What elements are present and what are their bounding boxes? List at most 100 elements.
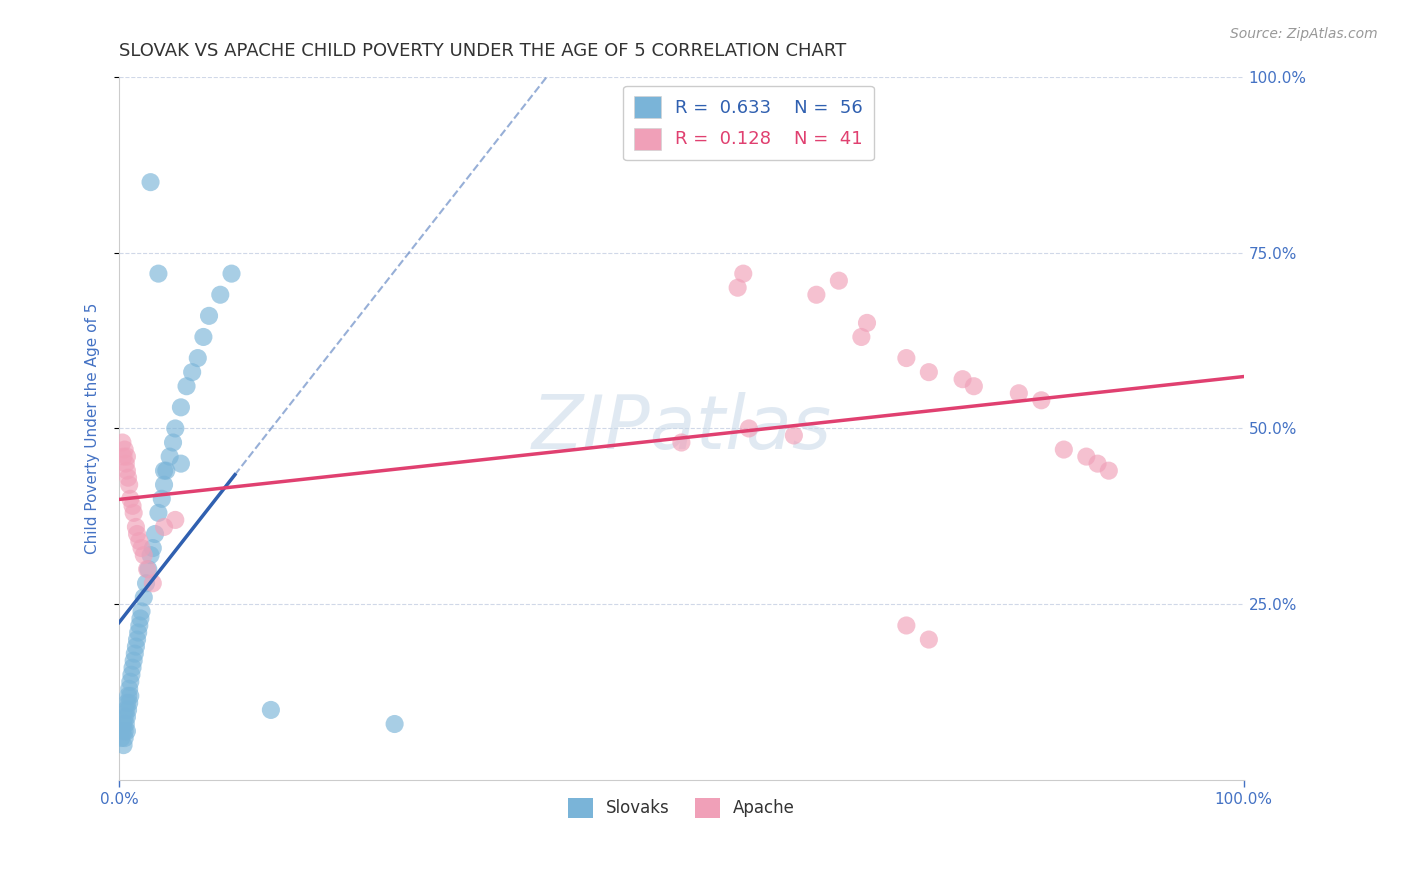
- Point: [114, 457, 136, 471]
- Point: [1031, 393, 1053, 408]
- Text: ZIPatlas: ZIPatlas: [531, 392, 831, 465]
- Point: [783, 428, 806, 442]
- Point: [142, 576, 165, 591]
- Point: [221, 267, 243, 281]
- Point: [112, 450, 135, 464]
- Point: [122, 654, 145, 668]
- Point: [120, 667, 142, 681]
- Point: [115, 696, 138, 710]
- Point: [153, 520, 176, 534]
- Point: [918, 365, 941, 379]
- Point: [128, 618, 150, 632]
- Point: [118, 477, 141, 491]
- Point: [120, 689, 142, 703]
- Point: [150, 491, 173, 506]
- Point: [1087, 457, 1109, 471]
- Point: [118, 696, 141, 710]
- Point: [124, 647, 146, 661]
- Point: [111, 435, 134, 450]
- Point: [135, 576, 157, 591]
- Point: [738, 421, 761, 435]
- Point: [115, 710, 138, 724]
- Point: [142, 541, 165, 555]
- Point: [198, 309, 221, 323]
- Point: [384, 717, 406, 731]
- Point: [132, 548, 155, 562]
- Point: [122, 506, 145, 520]
- Point: [125, 640, 148, 654]
- Point: [1098, 464, 1121, 478]
- Point: [129, 611, 152, 625]
- Point: [125, 520, 148, 534]
- Point: [153, 477, 176, 491]
- Point: [733, 267, 755, 281]
- Point: [671, 435, 693, 450]
- Point: [139, 548, 162, 562]
- Point: [187, 351, 209, 365]
- Point: [114, 703, 136, 717]
- Point: [148, 267, 170, 281]
- Point: [114, 710, 136, 724]
- Point: [115, 450, 138, 464]
- Point: [117, 703, 139, 717]
- Point: [125, 632, 148, 647]
- Point: [806, 287, 828, 301]
- Legend: Slovaks, Apache: Slovaks, Apache: [561, 791, 801, 825]
- Point: [111, 724, 134, 739]
- Point: [896, 618, 918, 632]
- Point: [856, 316, 879, 330]
- Point: [114, 731, 136, 745]
- Point: [828, 274, 851, 288]
- Point: [1053, 442, 1076, 457]
- Point: [115, 464, 138, 478]
- Point: [1008, 386, 1031, 401]
- Point: [153, 464, 176, 478]
- Point: [139, 175, 162, 189]
- Point: [132, 591, 155, 605]
- Point: [851, 330, 873, 344]
- Point: [260, 703, 283, 717]
- Point: [131, 541, 153, 555]
- Point: [110, 731, 132, 745]
- Point: [896, 351, 918, 365]
- Text: Source: ZipAtlas.com: Source: ZipAtlas.com: [1230, 27, 1378, 41]
- Point: [118, 681, 141, 696]
- Point: [131, 604, 153, 618]
- Point: [112, 717, 135, 731]
- Point: [176, 379, 198, 393]
- Point: [159, 450, 181, 464]
- Point: [114, 717, 136, 731]
- Point: [112, 738, 135, 752]
- Point: [117, 471, 139, 485]
- Point: [165, 513, 187, 527]
- Point: [114, 442, 136, 457]
- Point: [136, 562, 159, 576]
- Point: [727, 281, 749, 295]
- Point: [952, 372, 974, 386]
- Point: [170, 401, 193, 415]
- Point: [117, 689, 139, 703]
- Point: [127, 625, 149, 640]
- Point: [115, 724, 138, 739]
- Point: [1076, 450, 1098, 464]
- Point: [148, 506, 170, 520]
- Point: [114, 724, 136, 739]
- Point: [193, 330, 215, 344]
- Point: [155, 464, 177, 478]
- Point: [170, 457, 193, 471]
- Point: [181, 365, 204, 379]
- Point: [136, 562, 159, 576]
- Text: SLOVAK VS APACHE CHILD POVERTY UNDER THE AGE OF 5 CORRELATION CHART: SLOVAK VS APACHE CHILD POVERTY UNDER THE…: [120, 42, 846, 60]
- Point: [209, 287, 232, 301]
- Point: [165, 421, 187, 435]
- Point: [121, 661, 143, 675]
- Point: [120, 491, 142, 506]
- Y-axis label: Child Poverty Under the Age of 5: Child Poverty Under the Age of 5: [86, 302, 100, 554]
- Point: [128, 534, 150, 549]
- Point: [162, 435, 184, 450]
- Point: [125, 527, 148, 541]
- Point: [121, 499, 143, 513]
- Point: [918, 632, 941, 647]
- Point: [963, 379, 986, 393]
- Point: [143, 527, 166, 541]
